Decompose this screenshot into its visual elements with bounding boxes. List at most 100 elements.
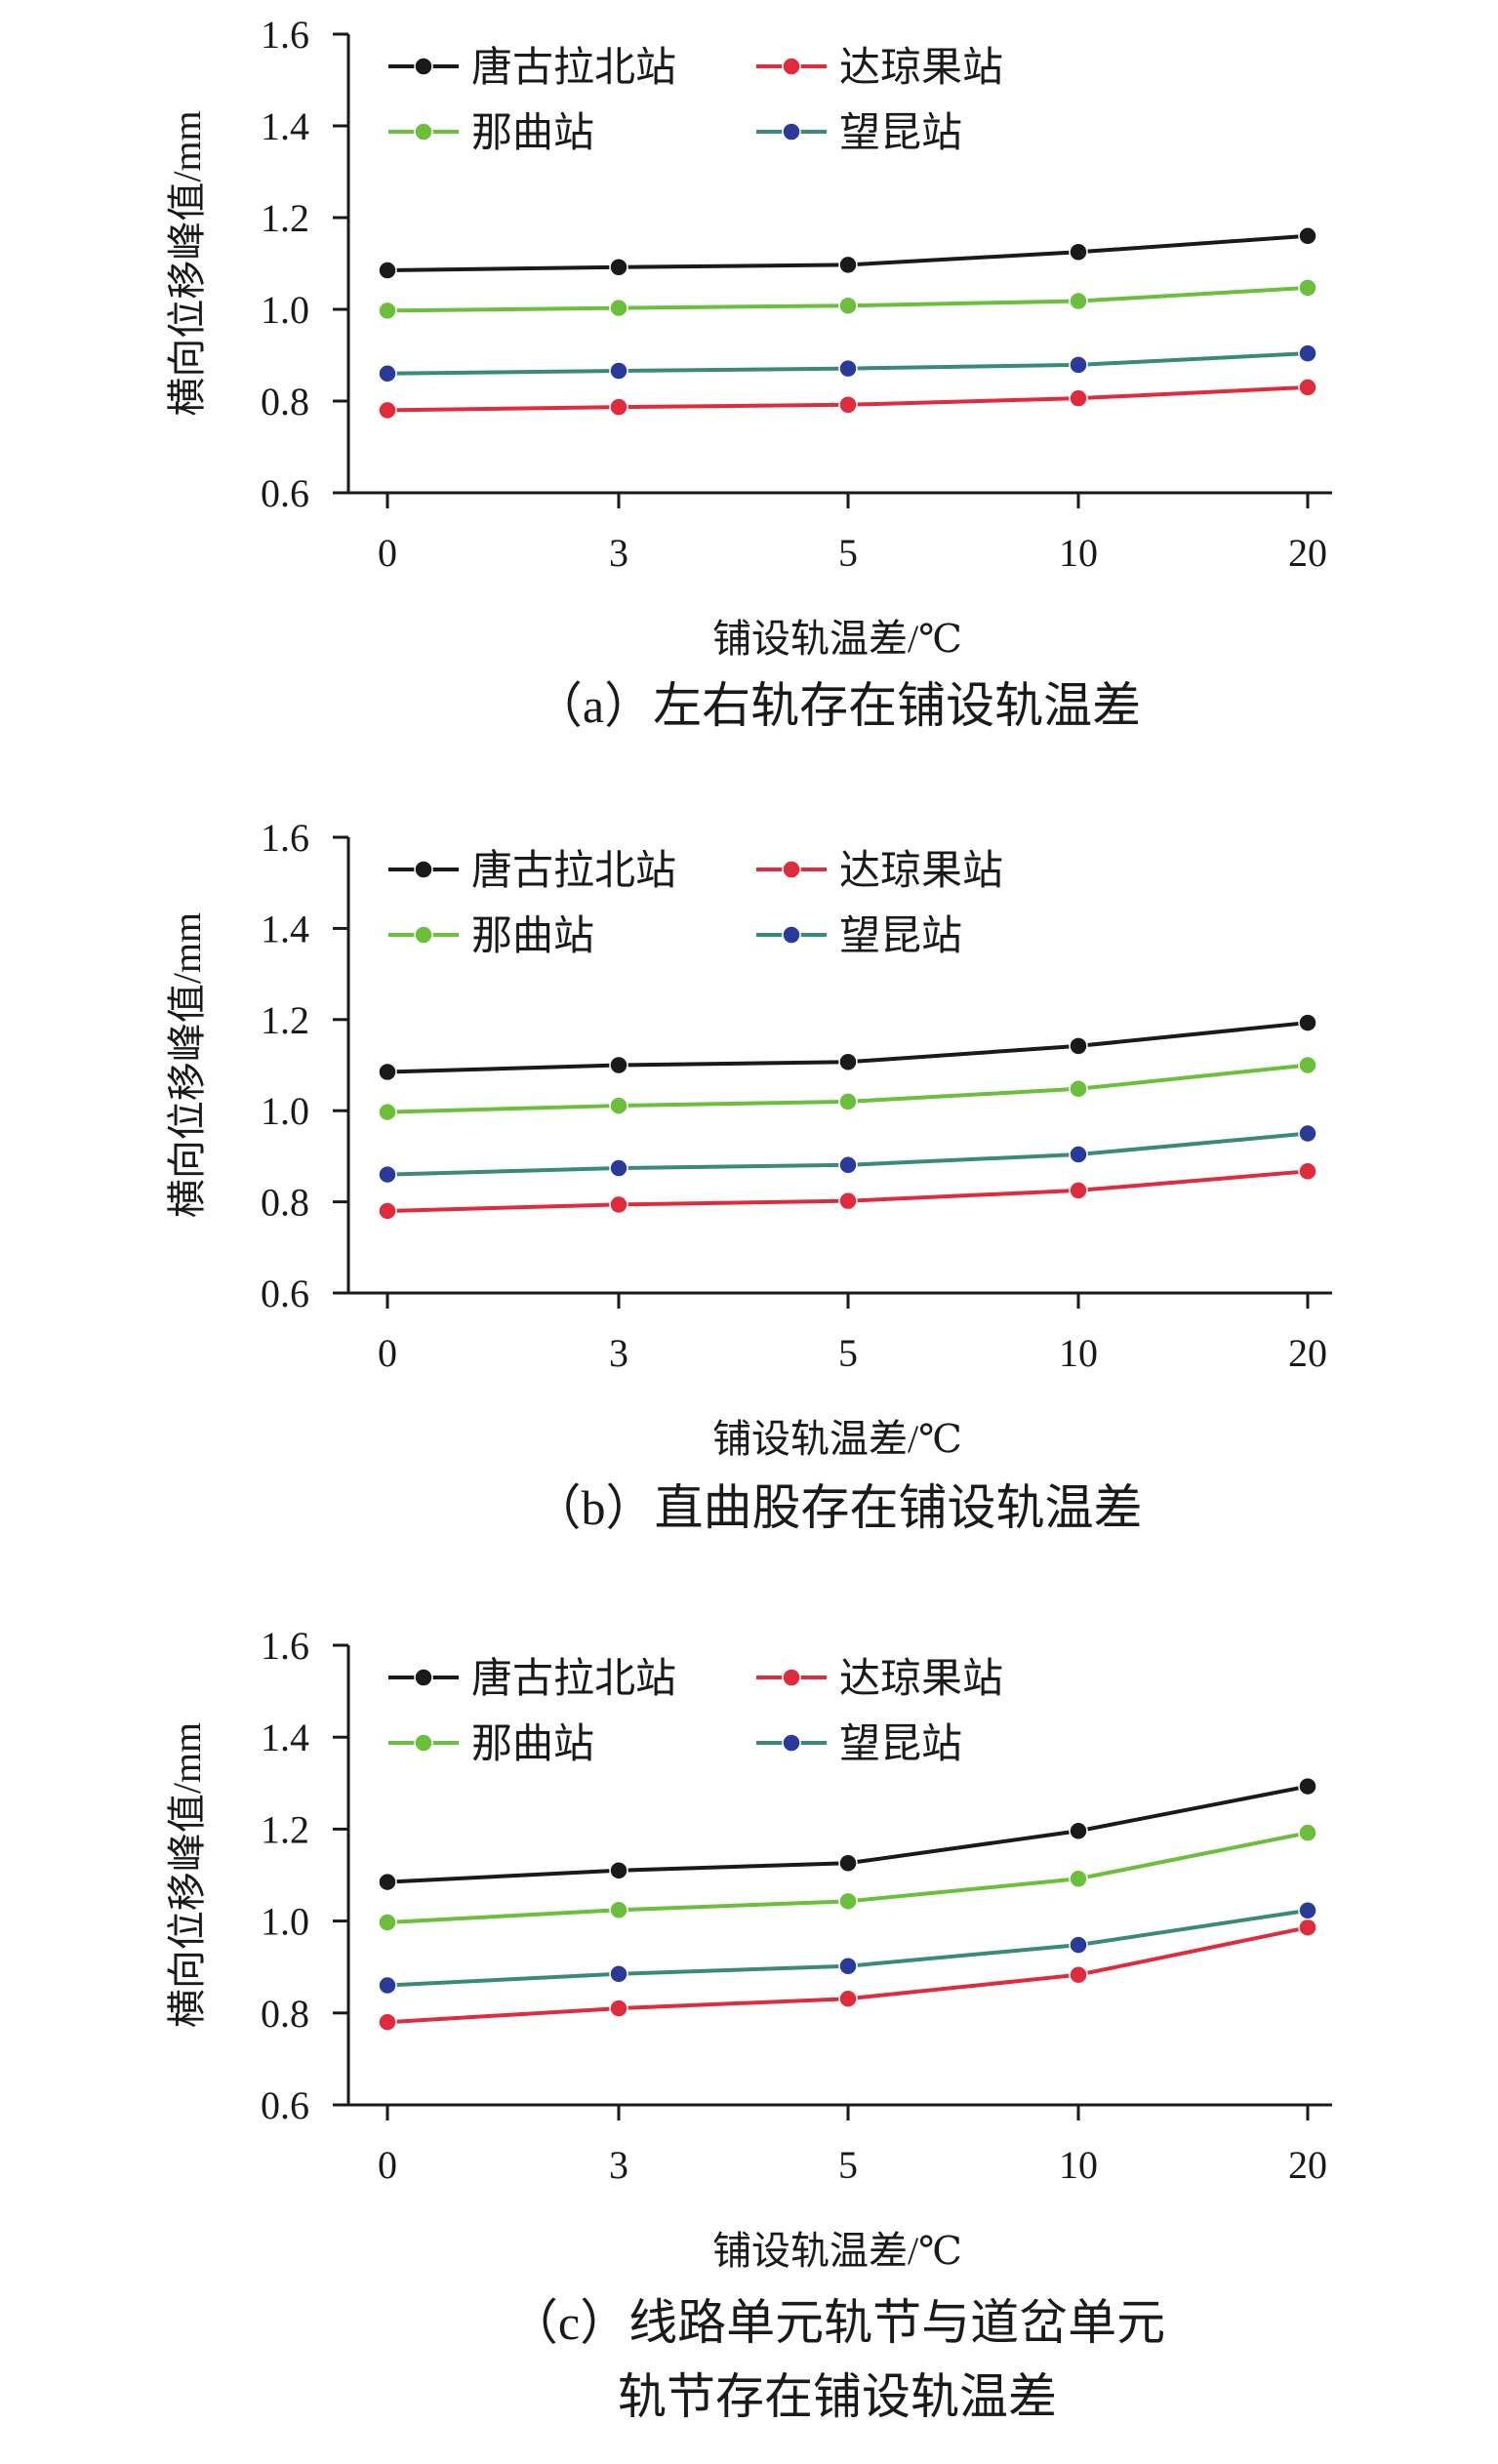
legend-label: 达琼果站 xyxy=(839,1657,1003,1702)
data-point xyxy=(838,1155,858,1175)
data-point xyxy=(1069,1145,1088,1164)
x-tick-label: 0 xyxy=(378,2143,397,2187)
data-point xyxy=(1069,1181,1088,1200)
data-point xyxy=(1069,1821,1088,1841)
legend-label: 望昆站 xyxy=(839,914,962,959)
data-point xyxy=(378,301,397,321)
chart-caption: （c）线路单元轨节与道岔单元 xyxy=(509,2295,1165,2350)
chart-panel-3: 0.6 0.8 1.0 1.2 1.4 1.6 0 3 5 10 20 横向位移峰值/mm 铺设轨温差/… xyxy=(165,1624,1332,2424)
data-point xyxy=(378,364,397,384)
data-point xyxy=(1298,1823,1317,1842)
data-point xyxy=(838,1092,858,1111)
legend-marker xyxy=(414,1668,433,1687)
data-point xyxy=(838,358,858,379)
x-axis-label: 铺设轨温差/℃ xyxy=(712,617,962,661)
data-point xyxy=(1298,1161,1317,1182)
data-point xyxy=(378,1102,397,1122)
data-point xyxy=(1069,291,1088,311)
data-point xyxy=(609,1861,628,1880)
x-tick-label: 20 xyxy=(1288,531,1327,575)
x-tick-label: 10 xyxy=(1059,1331,1098,1375)
y-tick-label: 1.0 xyxy=(261,1089,309,1133)
data-point xyxy=(1298,1776,1317,1797)
data-point xyxy=(378,261,397,280)
legend-marker xyxy=(414,1733,433,1753)
data-point xyxy=(378,1201,397,1221)
y-tick-label: 1.2 xyxy=(261,196,309,240)
x-tick-label: 0 xyxy=(378,1331,397,1375)
data-point xyxy=(609,1096,628,1115)
legend-marker xyxy=(782,925,801,945)
data-point xyxy=(378,1062,397,1082)
data-point xyxy=(1298,1123,1317,1144)
data-point xyxy=(609,258,628,277)
data-point xyxy=(838,255,858,275)
data-point xyxy=(1298,343,1317,363)
legend-label: 唐古拉北站 xyxy=(471,45,676,91)
data-point xyxy=(378,1164,397,1185)
data-point xyxy=(838,1989,858,2008)
y-tick-label: 0.6 xyxy=(261,1272,309,1315)
chart-panel-1: 0.6 0.8 1.0 1.2 1.4 1.6 0 3 5 10 20 横向位移峰值/mm 铺设轨温差/… xyxy=(165,13,1332,733)
data-point xyxy=(609,298,628,318)
chart-caption: （a）左右轨存在铺设轨温差 xyxy=(534,678,1141,733)
data-point xyxy=(609,1999,628,2018)
data-point xyxy=(1069,1036,1088,1056)
legend-marker xyxy=(414,860,433,879)
y-tick-label: 1.4 xyxy=(261,907,309,950)
legend-marker xyxy=(782,1668,801,1687)
data-point xyxy=(378,1975,397,1996)
data-point xyxy=(609,1964,628,1984)
legend-marker xyxy=(782,57,801,76)
data-point xyxy=(1069,388,1088,408)
data-point xyxy=(1069,1079,1088,1099)
legend-label: 望昆站 xyxy=(839,1722,962,1767)
data-point xyxy=(1298,278,1317,298)
y-tick-label: 1.0 xyxy=(261,288,309,332)
data-point xyxy=(1298,1901,1317,1920)
data-point xyxy=(609,361,628,381)
legend-label: 达琼果站 xyxy=(839,849,1003,894)
legend-label: 唐古拉北站 xyxy=(471,1656,676,1702)
data-point xyxy=(838,296,858,315)
x-tick-label: 0 xyxy=(378,531,397,575)
legend-marker xyxy=(414,122,433,141)
data-point xyxy=(838,1891,858,1912)
data-point xyxy=(1069,1869,1088,1889)
x-tick-label: 5 xyxy=(838,531,858,575)
x-tick-label: 3 xyxy=(609,531,628,575)
legend-marker xyxy=(782,122,801,141)
y-tick-label: 0.8 xyxy=(261,380,309,424)
x-tick-label: 3 xyxy=(609,2143,628,2187)
legend-marker xyxy=(414,57,433,76)
y-tick-label: 1.0 xyxy=(261,1900,309,1944)
data-point xyxy=(609,1055,628,1075)
data-point xyxy=(378,1872,397,1892)
y-tick-label: 1.6 xyxy=(261,13,309,57)
data-point xyxy=(609,1900,628,1920)
legend-marker xyxy=(782,1733,801,1753)
y-axis-label: 横向位移峰值/mm xyxy=(165,912,209,1218)
legend-label: 唐古拉北站 xyxy=(471,848,676,894)
y-tick-label: 1.2 xyxy=(261,1807,309,1851)
data-point xyxy=(838,395,858,415)
x-tick-label: 5 xyxy=(838,1331,858,1375)
x-tick-label: 10 xyxy=(1059,531,1098,575)
data-point xyxy=(1298,226,1317,246)
x-tick-label: 20 xyxy=(1288,2143,1327,2187)
y-tick-label: 0.8 xyxy=(261,1992,309,2036)
data-point xyxy=(838,1853,858,1874)
legend-marker xyxy=(414,925,433,945)
y-tick-label: 0.8 xyxy=(261,1181,309,1225)
data-point xyxy=(378,400,397,421)
data-point xyxy=(378,1913,397,1932)
x-tick-label: 3 xyxy=(609,1331,628,1375)
y-axis-label: 横向位移峰值/mm xyxy=(165,1722,209,2028)
x-tick-label: 10 xyxy=(1059,2143,1098,2187)
data-point xyxy=(1069,1964,1088,1985)
legend-label: 那曲站 xyxy=(471,111,594,156)
y-tick-label: 1.4 xyxy=(261,104,309,148)
y-tick-label: 1.6 xyxy=(261,1624,309,1668)
